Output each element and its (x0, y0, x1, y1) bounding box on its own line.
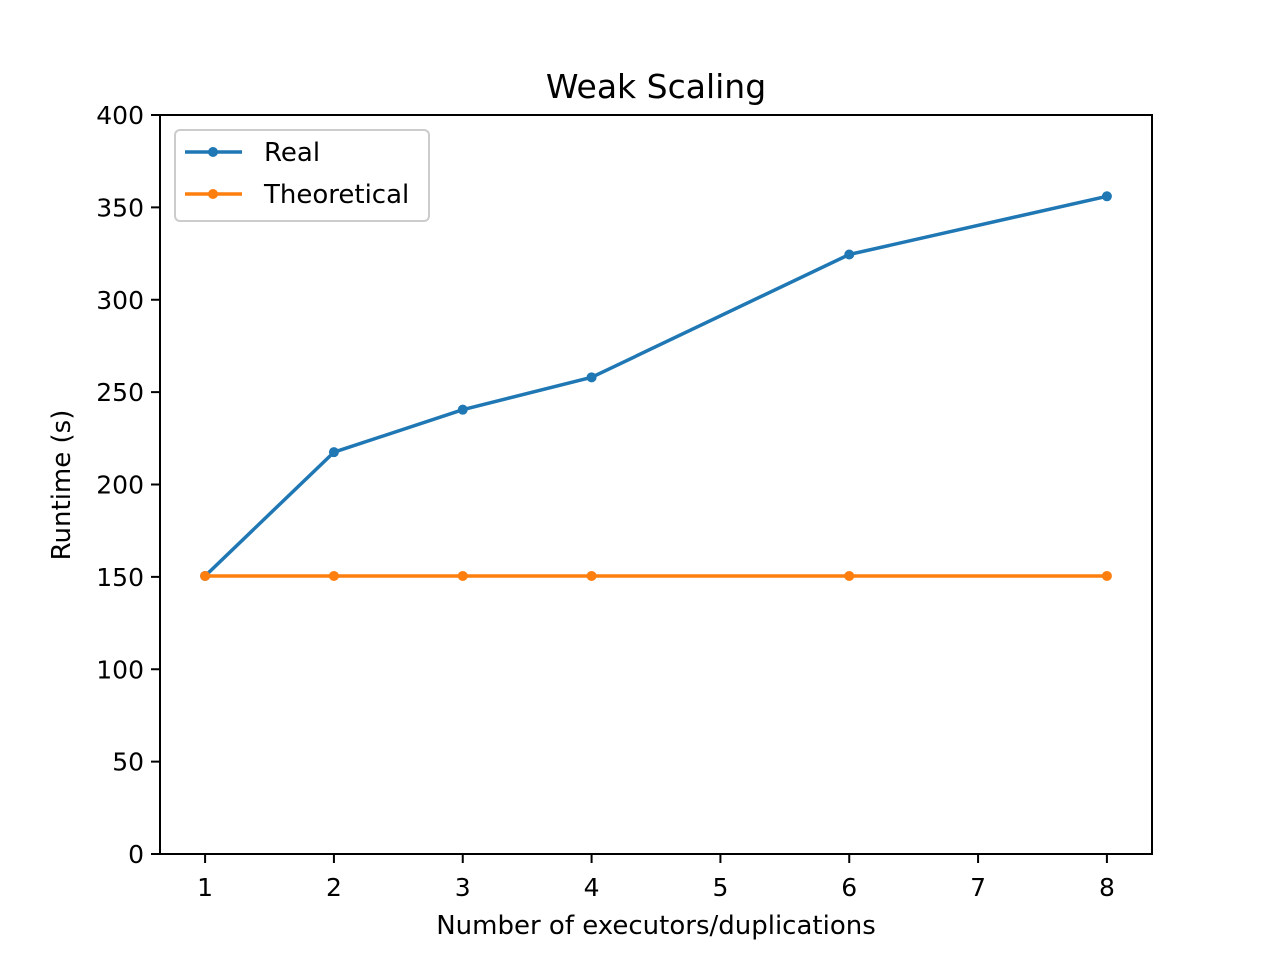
y-tick-label: 250 (96, 378, 144, 407)
data-point-theoretical (844, 570, 855, 581)
data-point-theoretical (586, 570, 597, 581)
x-tick-label: 3 (455, 873, 471, 902)
y-axis-label: Runtime (s) (47, 410, 77, 561)
legend-marker (208, 147, 218, 157)
chart-title: Weak Scaling (546, 67, 766, 106)
x-tick-label: 2 (326, 873, 342, 902)
plot-frame (159, 114, 1153, 855)
data-point-theoretical (328, 570, 339, 581)
y-tick-label: 100 (96, 655, 144, 684)
x-axis-label: Number of executors/duplications (436, 911, 876, 941)
legend-label: Real (264, 138, 320, 168)
y-tick-label: 50 (112, 748, 144, 777)
x-tick-label: 4 (584, 873, 600, 902)
plot-area (200, 191, 1112, 581)
x-tick-label: 5 (712, 873, 728, 902)
legend: Real Theoretical (174, 129, 430, 222)
axes: 1 2 3 4 5 6 7 8 0 50 100 150 200 250 300 350 400 (96, 101, 1153, 902)
y-tick-label: 350 (96, 193, 144, 222)
x-tick-label: 6 (841, 873, 857, 902)
data-point-real (586, 372, 597, 383)
x-tick-label: 7 (970, 873, 986, 902)
data-point-real (844, 249, 855, 260)
y-tick-label: 300 (96, 286, 144, 315)
y-tick-label: 150 (96, 563, 144, 592)
data-point-theoretical (1101, 570, 1112, 581)
y-tick-label: 400 (96, 101, 144, 130)
data-point-theoretical (457, 570, 468, 581)
series-line-real (202, 194, 1109, 579)
x-tick-label: 1 (197, 873, 213, 902)
data-point-theoretical (200, 570, 211, 581)
y-tick-label: 200 (96, 471, 144, 500)
data-point-real (1101, 191, 1112, 202)
x-tick-label: 8 (1099, 873, 1115, 902)
y-tick-label: 0 (128, 840, 144, 869)
data-point-real (328, 447, 339, 458)
legend-marker (208, 189, 218, 199)
legend-label: Theoretical (263, 180, 409, 210)
data-point-real (457, 404, 468, 415)
